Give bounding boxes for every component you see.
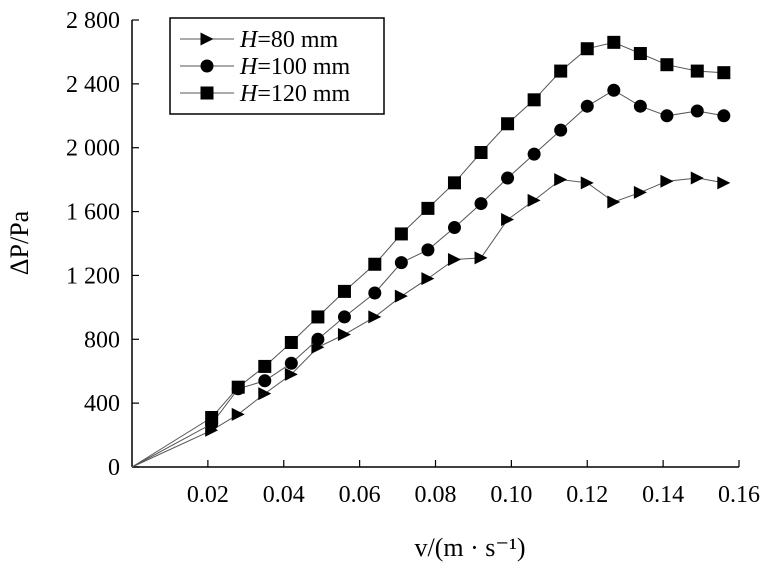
y-axis-label: ΔP/Pa: [5, 210, 34, 275]
x-tick-label: 0.04: [263, 482, 305, 508]
data-point: [474, 197, 488, 211]
data-point: [337, 284, 351, 298]
data-point: [580, 99, 594, 113]
data-point: [368, 310, 382, 324]
data-point: [231, 380, 245, 394]
x-tick-label: 0.02: [187, 482, 229, 508]
y-tick-label: 2 000: [66, 136, 120, 162]
data-point: [368, 257, 382, 271]
legend-label: H=120 mm: [239, 81, 351, 107]
y-tick-label: 2 400: [66, 72, 120, 98]
data-point: [660, 174, 674, 188]
y-tick-label: 0: [108, 455, 120, 481]
x-tick-label: 0.10: [490, 482, 532, 508]
data-point: [311, 310, 325, 324]
legend-marker: [200, 86, 214, 100]
data-point: [554, 123, 568, 137]
data-point: [554, 64, 568, 78]
data-point: [554, 173, 568, 187]
data-point: [690, 171, 704, 185]
data-point: [717, 176, 731, 190]
data-point: [258, 387, 272, 401]
y-tick-label: 1 200: [66, 263, 120, 289]
x-tick-label: 0.14: [642, 482, 684, 508]
data-point: [580, 176, 594, 190]
y-tick-label: 1 600: [66, 200, 120, 226]
data-point: [660, 58, 674, 72]
data-point: [580, 42, 594, 56]
data-point: [527, 147, 541, 161]
data-point: [447, 176, 461, 190]
data-point: [337, 327, 351, 341]
data-point: [607, 35, 621, 49]
data-point: [447, 221, 461, 235]
data-point: [205, 411, 219, 425]
legend-entry: H=100 mm: [180, 54, 351, 80]
data-point: [421, 201, 435, 215]
data-point: [284, 356, 298, 370]
x-tick-label: 0.06: [339, 482, 381, 508]
legend-entry: H=120 mm: [180, 81, 351, 107]
data-point: [447, 252, 461, 266]
data-point: [337, 310, 351, 324]
x-axis-label: v/(m · s⁻¹): [414, 533, 525, 562]
data-point: [368, 286, 382, 300]
legend-entry: H=80 mm: [180, 27, 339, 53]
series-line: [131, 177, 724, 468]
y-tick-label: 800: [84, 327, 120, 353]
legend-label: H=100 mm: [239, 54, 351, 80]
data-point: [501, 171, 515, 185]
data-point: [231, 407, 245, 421]
x-tick-label: 0.12: [566, 482, 608, 508]
data-point: [421, 272, 435, 286]
data-point: [284, 335, 298, 349]
data-point: [501, 117, 515, 131]
series-group: [131, 35, 731, 468]
data-point: [421, 243, 435, 257]
data-point: [258, 374, 272, 388]
data-point: [717, 109, 731, 123]
x-tick-label: 0.16: [718, 482, 760, 508]
series-1: [131, 171, 731, 468]
data-point: [527, 193, 541, 207]
data-point: [717, 66, 731, 80]
data-point: [527, 93, 541, 107]
data-point: [607, 195, 621, 209]
data-point: [633, 185, 647, 199]
data-point: [633, 99, 647, 113]
series-2: [131, 83, 731, 468]
legend-label: H=80 mm: [239, 27, 339, 53]
data-point: [501, 213, 515, 227]
data-point: [633, 47, 647, 61]
data-point: [284, 367, 298, 381]
data-point: [258, 359, 272, 373]
x-tick-label: 0.08: [415, 482, 457, 508]
legend-marker: [200, 59, 214, 73]
data-point: [690, 104, 704, 118]
legend-marker: [200, 32, 214, 46]
data-point: [394, 289, 408, 303]
data-point: [690, 64, 704, 78]
data-point: [660, 109, 674, 123]
data-point: [311, 332, 325, 346]
data-point: [394, 227, 408, 241]
series-3: [131, 35, 731, 468]
y-tick-label: 2 800: [66, 8, 120, 34]
y-tick-label: 400: [84, 391, 120, 417]
data-point: [474, 251, 488, 265]
data-point: [607, 83, 621, 97]
ticks: 0 400 800 1 200 1 600 2 000 2 400 2 800 0.02 0.04…: [66, 8, 760, 508]
data-point: [394, 256, 408, 270]
legend: H=80 mmH=100 mmH=120 mm: [169, 17, 385, 115]
data-point: [474, 146, 488, 160]
